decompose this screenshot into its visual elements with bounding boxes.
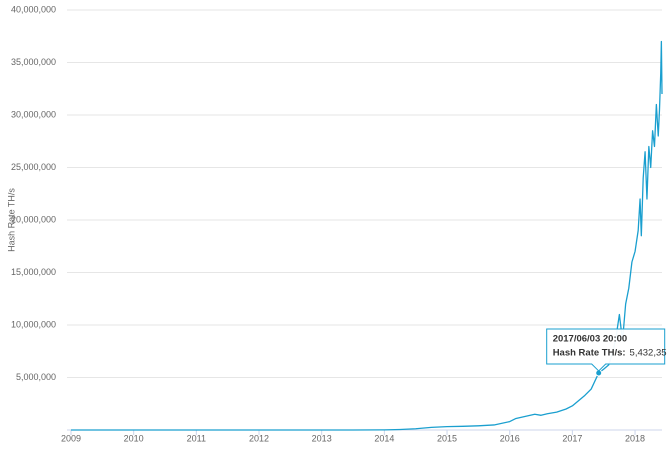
y-tick-label: 30,000,000 [11, 109, 56, 119]
x-tick-label: 2009 [61, 433, 81, 443]
x-tick-label: 2011 [187, 433, 206, 443]
y-tick-label: 20,000,000 [11, 214, 56, 224]
y-tick-label: 35,000,000 [11, 57, 56, 67]
tooltip-value: 5,432,357 [630, 347, 667, 358]
x-tick-label: 2016 [500, 433, 520, 443]
x-tick-label: 2013 [312, 433, 332, 443]
y-axis-label: Hash Rate TH/s [6, 188, 16, 252]
x-tick-label: 2015 [437, 433, 457, 443]
y-tick-label: 10,000,000 [11, 319, 56, 329]
y-tick-label: 40,000,000 [11, 4, 56, 14]
line [71, 40, 663, 431]
x-tick-label: 2012 [249, 433, 269, 443]
y-tick-label: 15,000,000 [11, 267, 56, 277]
x-tick-label: 2017 [562, 433, 582, 443]
tooltip-box [546, 328, 666, 372]
x-tick-label: 2010 [124, 433, 144, 443]
y-tick-label: 5,000,000 [16, 372, 56, 382]
tooltip: 2017/06/03 20:00 Hash Rate TH/s: 5,432,357 [546, 328, 667, 372]
x-tick-label: 2018 [625, 433, 645, 443]
tooltip-date: 2017/06/03 20:00 [553, 333, 627, 344]
y-tick-label: 25,000,000 [11, 162, 56, 172]
tooltip-label: Hash Rate TH/s: [553, 347, 626, 358]
x-tick-label: 2014 [374, 433, 394, 443]
